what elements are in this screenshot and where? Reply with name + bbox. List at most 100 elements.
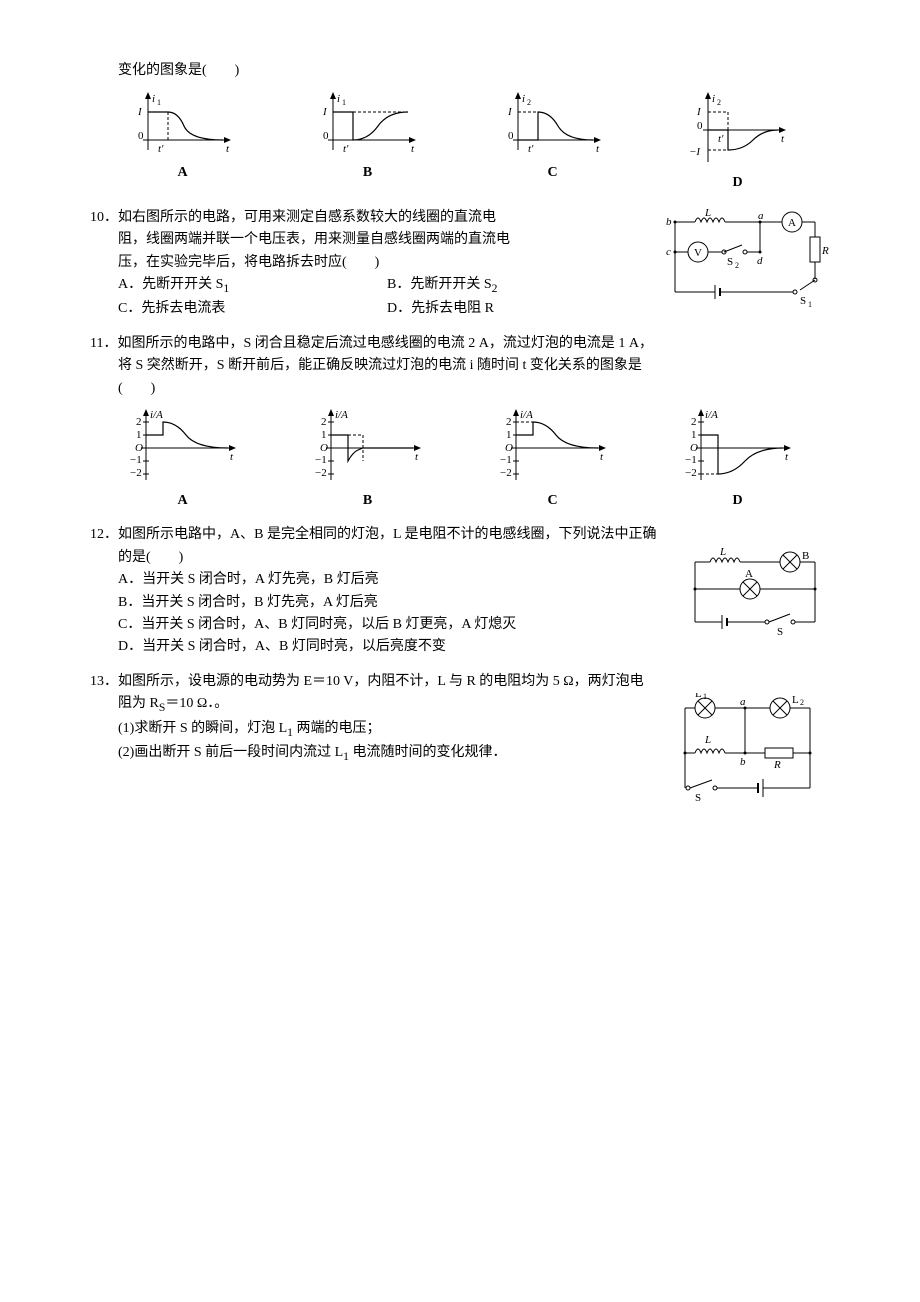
graph-b-svg: i1 I 0 t t′ [313, 90, 423, 160]
svg-text:S: S [695, 792, 701, 804]
svg-text:t: t [226, 143, 230, 155]
q9-graph-d: i2 I 0 t t′ −I D [683, 90, 793, 194]
q11-label-b: B [363, 490, 372, 512]
q9-graph-b: i1 I 0 t t′ B [313, 90, 423, 194]
graph-c-svg: i2 I 0 t t′ [498, 90, 608, 160]
svg-text:b: b [666, 216, 672, 228]
svg-text:L: L [704, 734, 711, 746]
svg-text:i: i [712, 93, 715, 105]
svg-text:−2: −2 [315, 467, 327, 479]
svg-text:−1: −1 [685, 454, 697, 466]
q12-circuit: L B A [680, 547, 830, 650]
svg-text:a: a [740, 696, 746, 708]
q11-label-a: A [177, 490, 187, 512]
svg-text:i/A: i/A [520, 409, 533, 421]
q11-line3: ( ) [90, 378, 830, 400]
q10-opt-d: D．先拆去电阻 R [387, 298, 652, 320]
svg-text:i/A: i/A [335, 409, 348, 421]
svg-text:1: 1 [157, 98, 161, 107]
svg-text:t: t [415, 451, 419, 463]
question-9-fragment: 变化的图象是( ) i1 I 0 t t′ A [90, 60, 830, 195]
q13-line2: 阻为 RS＝10 Ω．。 [90, 693, 662, 717]
q12-opt-d: D．当开关 S 闭合时，A、B 灯同时亮，以后亮度不变 [90, 636, 672, 658]
svg-text:1: 1 [808, 300, 812, 307]
svg-text:t′: t′ [343, 143, 349, 155]
q12-opt-c: C．当开关 S 闭合时，A、B 灯同时亮，以后 B 灯更亮，A 灯熄灭 [90, 614, 672, 636]
svg-text:S: S [800, 295, 806, 307]
svg-text:L: L [695, 693, 702, 700]
svg-text:I: I [137, 106, 143, 118]
svg-text:t: t [600, 451, 604, 463]
q11-label-d: D [732, 490, 742, 512]
svg-text:1: 1 [136, 429, 142, 441]
svg-text:O: O [320, 442, 328, 454]
svg-text:O: O [505, 442, 513, 454]
svg-text:t: t [785, 451, 789, 463]
svg-text:t′: t′ [158, 143, 164, 155]
svg-text:i/A: i/A [150, 409, 163, 421]
svg-text:1: 1 [691, 429, 697, 441]
q9-graph-row: i1 I 0 t t′ A i1 I 0 t t′ [90, 90, 830, 194]
svg-text:1: 1 [321, 429, 327, 441]
svg-text:−2: −2 [500, 467, 512, 479]
graph-a-svg: i1 I 0 t t′ [128, 90, 238, 160]
q11-graph-a: i/A 2 1 O −1 −2 t A [118, 408, 248, 512]
q12-opt-a: A．当开关 S 闭合时，A 灯先亮，B 灯后亮 [90, 569, 672, 591]
question-10: 10．如右图所示的电路，可用来测定自感系数较大的线圈的直流电 阻，线圈两端并联一… [90, 207, 830, 321]
q11-graph-b: i/A 2 1 O −1 −2 t B [303, 408, 433, 512]
svg-text:V: V [694, 247, 702, 259]
question-13: 13．如图所示，设电源的电动势为 E＝10 V，内阻不计，L 与 R 的电阻均为… [90, 671, 830, 817]
q10-opt-b: B．先断开开关 S2 [387, 274, 652, 298]
svg-text:1: 1 [703, 693, 707, 701]
q10-line2: 阻，线圈两端并联一个电压表，用来测量自感线圈两端的直流电 [90, 229, 652, 251]
svg-text:S: S [727, 256, 733, 268]
q9-label-a: A [177, 162, 187, 184]
question-11: 11．如图所示的电路中，S 闭合且稳定后流过电感线圈的电流 2 A，流过灯泡的电… [90, 333, 830, 513]
svg-text:1: 1 [342, 98, 346, 107]
svg-text:i/A: i/A [705, 409, 718, 421]
svg-text:R: R [773, 759, 781, 771]
svg-text:2: 2 [800, 698, 804, 707]
svg-text:t: t [596, 143, 600, 155]
svg-text:B: B [802, 550, 809, 562]
svg-text:t′: t′ [528, 143, 534, 155]
svg-text:−2: −2 [130, 467, 142, 479]
q11-line2: 将 S 突然断开，S 断开前后，能正确反映流过灯泡的电流 i 随时间 t 变化关… [90, 355, 830, 377]
q9-label-c: C [547, 162, 557, 184]
svg-text:0: 0 [138, 130, 144, 142]
q11-label-c: C [547, 490, 557, 512]
q10-line3: 压，在实验完毕后，将电路拆去时应( ) [90, 252, 652, 274]
svg-text:2: 2 [691, 416, 697, 428]
q10-opt-a: A．先断开开关 S1 [118, 274, 383, 298]
graph-d-svg: i2 I 0 t t′ −I [683, 90, 793, 170]
svg-text:−1: −1 [500, 454, 512, 466]
q13-line1: 13．如图所示，设电源的电动势为 E＝10 V，内阻不计，L 与 R 的电阻均为… [90, 671, 830, 693]
q13-sub1: (1)求断开 S 的瞬间，灯泡 L1 两端的电压； [90, 718, 662, 742]
q9-graph-a: i1 I 0 t t′ A [128, 90, 238, 194]
svg-text:2: 2 [321, 416, 327, 428]
svg-text:S: S [777, 626, 783, 638]
svg-text:2: 2 [136, 416, 142, 428]
svg-text:−2: −2 [685, 467, 697, 479]
svg-text:L: L [719, 547, 726, 558]
svg-text:I: I [322, 106, 328, 118]
q11-graph-c: i/A 2 1 O −1 −2 t C [488, 408, 618, 512]
q11-graph-d: i/A 2 1 O −1 −2 t D [673, 408, 803, 512]
svg-text:O: O [690, 442, 698, 454]
q13-circuit: L1 a L2 b L [670, 693, 830, 816]
q13-sub2: (2)画出断开 S 前后一段时间内流过 L1 电流随时间的变化规律． [90, 742, 662, 766]
q10-line1: 10．如右图所示的电路，可用来测定自感系数较大的线圈的直流电 [90, 207, 652, 229]
q10-circuit: b L a A R c V S2 [660, 207, 830, 315]
svg-text:L: L [704, 207, 711, 219]
svg-text:A: A [788, 217, 796, 229]
svg-text:i: i [337, 93, 340, 105]
q9-label-d: D [732, 172, 742, 194]
q9-label-b: B [363, 162, 372, 184]
svg-text:I: I [507, 106, 513, 118]
svg-text:2: 2 [735, 261, 739, 270]
q12-opt-b: B．当开关 S 闭合时，B 灯先亮，A 灯后亮 [90, 592, 672, 614]
svg-text:d: d [757, 255, 763, 267]
svg-text:A: A [745, 568, 753, 580]
q12-line1: 12．如图所示电路中，A、B 是完全相同的灯泡，L 是电阻不计的电感线圈，下列说… [90, 524, 830, 546]
svg-text:c: c [666, 246, 671, 258]
